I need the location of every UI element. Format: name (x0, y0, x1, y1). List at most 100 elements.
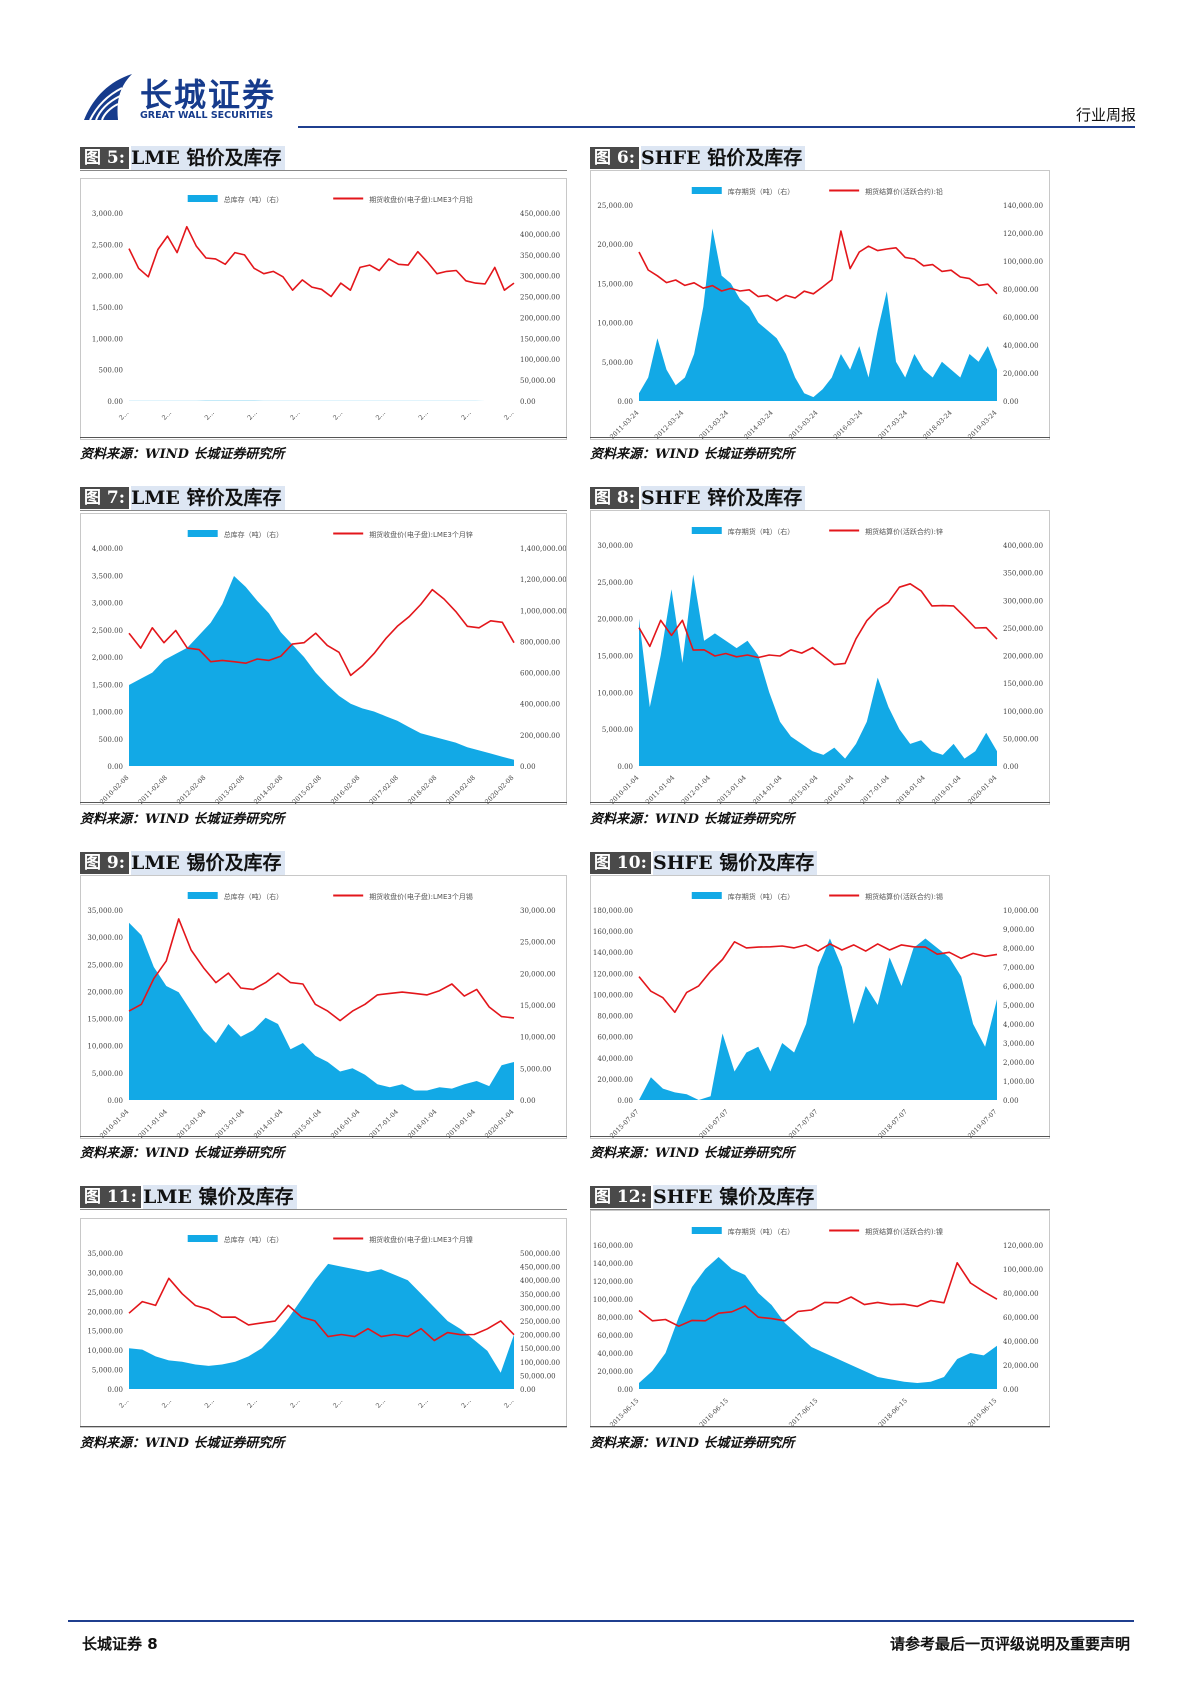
left-axis-tick: 25,000.00 (597, 202, 633, 210)
right-axis-tick: 1,000.00 (1003, 1078, 1034, 1086)
x-axis-tick: 2... (374, 1397, 387, 1410)
inventory-area-series (639, 1257, 997, 1389)
right-axis-tick: 80,000.00 (1003, 1290, 1039, 1298)
x-axis-tick: 2018-02-08 (406, 774, 438, 804)
left-axis-tick: 120,000.00 (593, 970, 633, 978)
figure-title-bar: 图 12: SHFE 镍价及库存 (590, 1185, 1050, 1210)
x-axis-tick: 2015-06-15 (608, 1397, 640, 1427)
right-axis-tick: 400,000.00 (520, 231, 560, 239)
chart-svg: 库存期货（吨）（右） 期货结算价(活跃合约):锌 30,000.00 25,000.0… (597, 527, 1043, 804)
left-axis-tick: 0.00 (617, 1097, 633, 1105)
right-axis-tick: 0.00 (520, 398, 536, 406)
left-axis-tick: 0.00 (107, 763, 123, 771)
x-axis-tick: 2... (460, 409, 473, 422)
right-axis-tick: 500,000.00 (520, 1250, 560, 1258)
right-axis-tick: 300,000.00 (520, 273, 560, 281)
figure-title-bar: 图 10: SHFE 锡价及库存 (590, 851, 1050, 876)
right-axis-tick: 250,000.00 (520, 1318, 560, 1326)
x-axis-tick: 2... (160, 1397, 173, 1410)
x-axis-tick: 2016-01-04 (823, 774, 855, 804)
left-axis-tick: 1,500.00 (92, 681, 123, 689)
header-rule (298, 126, 1135, 128)
left-axis-tick: 5,000.00 (92, 1367, 123, 1375)
x-axis-tick: 2018-06-15 (877, 1397, 909, 1427)
x-axis-tick: 2018-01-04 (406, 1108, 438, 1138)
x-axis-tick: 2016-03-24 (832, 409, 864, 439)
figure-title-bar: 图 7: LME 锌价及库存 (80, 486, 567, 511)
x-axis-tick: 2011-01-04 (137, 1108, 169, 1138)
right-axis-tick: 250,000.00 (520, 294, 560, 302)
legend-area-label: 库存期货（吨）（右） (728, 892, 795, 901)
right-axis-tick: 100,000.00 (1003, 1266, 1043, 1274)
x-axis-tick: 2014-01-04 (751, 774, 783, 804)
x-axis-tick: 2011-02-08 (137, 774, 169, 804)
legend-area-swatch (691, 527, 722, 534)
x-axis-tick: 2017-07-07 (787, 1108, 819, 1138)
x-axis-tick: 2013-01-04 (716, 774, 748, 804)
x-axis-tick: 2020-02-08 (483, 774, 515, 804)
left-axis-tick: 25,000.00 (87, 961, 123, 969)
figure-title: SHFE 锌价及库存 (641, 486, 806, 510)
right-axis-tick: 350,000.00 (520, 1291, 560, 1299)
right-axis-tick: 15,000.00 (520, 1002, 556, 1010)
right-axis-tick: 100,000.00 (1003, 708, 1043, 716)
x-axis-tick: 2016-06-15 (698, 1397, 730, 1427)
inventory-area-series (639, 228, 997, 401)
right-axis-tick: 1,200,000.00 (520, 576, 566, 584)
right-axis-tick: 100,000.00 (1003, 258, 1043, 266)
right-axis-tick: 2,000.00 (1003, 1059, 1034, 1067)
right-axis-tick: 400,000.00 (1003, 542, 1043, 550)
x-axis-tick: 2010-01-04 (608, 774, 640, 804)
chart-svg: 库存期货（吨）（右） 期货结算价(活跃合约):铅 25,000.00 20,000.0… (597, 187, 1043, 439)
report-type: 行业周报 (1075, 106, 1136, 124)
right-axis-tick: 300,000.00 (520, 1304, 560, 1312)
legend-area-label: 总库存（吨）（右） (224, 1235, 284, 1244)
company-logo: 长城证券 GREAT WALL SECURITIES (82, 66, 292, 128)
left-axis-tick: 120,000.00 (593, 1278, 633, 1286)
x-axis-tick: 2... (502, 1397, 515, 1410)
x-axis-tick: 2018-03-24 (922, 409, 954, 439)
x-axis-tick: 2018-07-07 (877, 1108, 909, 1138)
legend-area-label: 库存期货（吨）（右） (728, 1227, 795, 1236)
left-axis-tick: 100,000.00 (593, 1296, 633, 1304)
x-axis-tick: 2016-01-04 (329, 1108, 361, 1138)
chart-container: 库存期货（吨）（右） 期货结算价(活跃合约):铅 25,000.00 20,000.0… (590, 170, 1050, 440)
left-axis-tick: 10,000.00 (597, 689, 633, 697)
left-axis-tick: 2,000.00 (92, 654, 123, 662)
left-axis-tick: 80,000.00 (597, 1314, 633, 1322)
right-axis-tick: 60,000.00 (1003, 1314, 1039, 1322)
left-axis-tick: 100,000.00 (593, 991, 633, 999)
left-axis-tick: 160,000.00 (593, 1242, 633, 1250)
x-axis-tick: 2... (246, 409, 259, 422)
figure-source: 资料来源：WIND 长城证券研究所 (80, 812, 285, 827)
right-axis-tick: 250,000.00 (1003, 625, 1043, 633)
left-axis-tick: 1,000.00 (92, 709, 123, 717)
right-axis-tick: 100,000.00 (520, 1359, 560, 1367)
x-axis-tick: 2019-02-08 (445, 774, 477, 804)
left-axis-tick: 5,000.00 (92, 1070, 123, 1078)
right-axis-tick: 120,000.00 (1003, 230, 1043, 238)
right-axis-tick: 20,000.00 (1003, 370, 1039, 378)
right-axis-tick: 400,000.00 (520, 701, 560, 709)
x-axis-tick: 2010-02-08 (98, 774, 130, 804)
right-axis-tick: 50,000.00 (1003, 735, 1039, 743)
right-axis-tick: 120,000.00 (1003, 1242, 1043, 1250)
x-axis-tick: 2012-03-24 (653, 409, 685, 439)
figure-label: 图 6: (590, 147, 640, 169)
right-axis-tick: 0.00 (1003, 1097, 1019, 1105)
right-axis-tick: 20,000.00 (520, 970, 556, 978)
right-axis-tick: 25,000.00 (520, 939, 556, 947)
price-line-series (638, 941, 998, 1014)
right-axis-tick: 200,000.00 (520, 314, 560, 322)
figure-label: 图 8: (590, 487, 640, 509)
left-axis-tick: 0.00 (107, 1386, 123, 1394)
legend-line-label: 期货收盘价(电子盘):LME3个月锌 (369, 530, 473, 539)
source-rule (80, 1426, 567, 1427)
right-axis-tick: 8,000.00 (1003, 945, 1034, 953)
right-axis-tick: 10,000.00 (1003, 907, 1039, 915)
x-axis-tick: 2015-01-04 (291, 1108, 323, 1138)
left-axis-tick: 20,000.00 (597, 616, 633, 624)
left-axis-tick: 5,000.00 (602, 359, 633, 367)
left-axis-tick: 0.00 (107, 398, 123, 406)
chart-container: 总库存（吨）（右） 期货收盘价(电子盘):LME3个月锌 4,000.00 3,500… (80, 513, 567, 805)
